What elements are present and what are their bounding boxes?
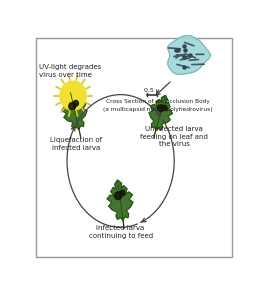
Polygon shape (62, 91, 87, 129)
Circle shape (69, 102, 76, 110)
Text: Uninfected larva
feeding on leaf and
the virus: Uninfected larva feeding on leaf and the… (140, 126, 208, 147)
Circle shape (115, 192, 122, 200)
Text: UV-light degrades
virus over time: UV-light degrades virus over time (39, 64, 101, 78)
Polygon shape (149, 95, 173, 130)
Circle shape (60, 81, 86, 110)
Text: Cross Section of an Occlusion Body: Cross Section of an Occlusion Body (106, 99, 210, 104)
Circle shape (157, 105, 164, 112)
Text: Infected larva
continuing to feed: Infected larva continuing to feed (88, 225, 153, 239)
Circle shape (120, 190, 125, 196)
Polygon shape (107, 180, 133, 220)
Text: (a multicapsid nucleopolyhedrovirus): (a multicapsid nucleopolyhedrovirus) (103, 107, 213, 112)
Polygon shape (168, 35, 210, 74)
Circle shape (73, 100, 79, 106)
Text: 0.5 μ: 0.5 μ (144, 88, 160, 93)
Text: Liquefaction of
infected larva: Liquefaction of infected larva (50, 137, 102, 151)
Circle shape (162, 105, 167, 111)
